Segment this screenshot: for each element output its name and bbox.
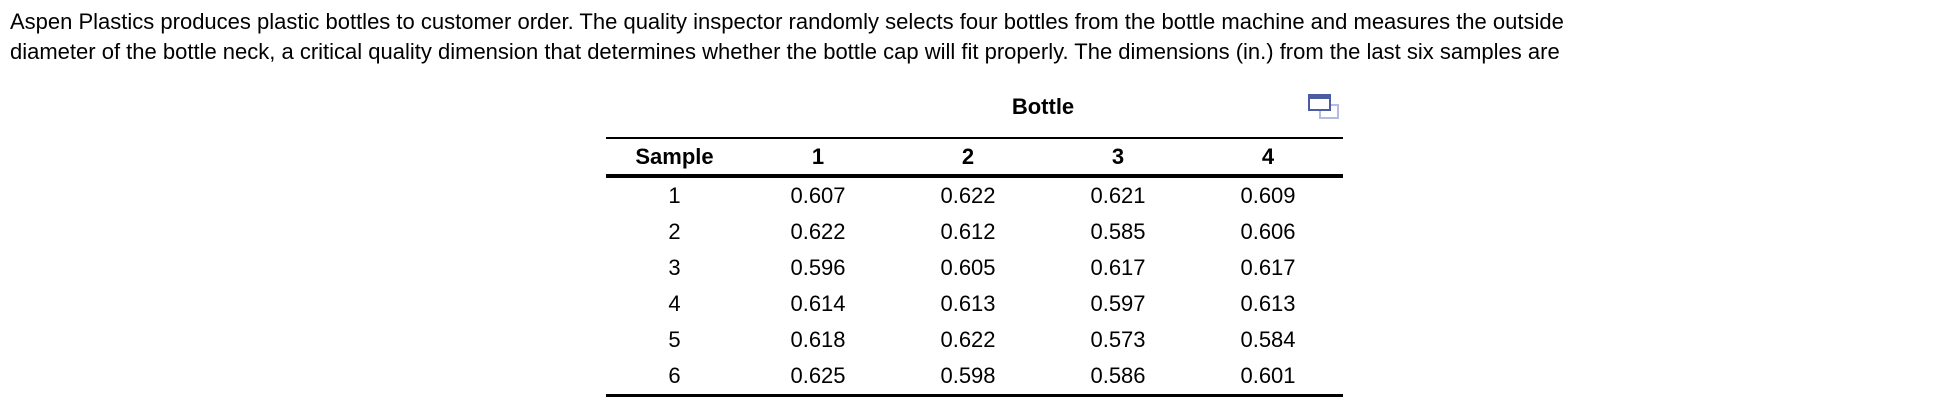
table-cell: 0.596	[790, 255, 846, 280]
group-header-row: Bottle	[606, 85, 1344, 139]
group-header-spacer	[606, 85, 743, 139]
table-cell: 0.613	[940, 291, 996, 316]
table-cell: 0.622	[940, 183, 996, 208]
table-row: 1 0.607 0.622 0.621 0.609	[606, 176, 1343, 214]
table-cell: 0.601	[1193, 358, 1344, 397]
column-header-bottle-1: 1	[743, 138, 893, 178]
table-cell: 0.613	[1240, 291, 1296, 316]
table-cell: 0.618	[790, 327, 846, 352]
sample-number-cell: 5	[668, 327, 681, 352]
sample-number-cell: 1	[668, 183, 681, 208]
column-header-bottle-4: 4	[1193, 138, 1344, 178]
problem-statement: Aspen Plastics produces plastic bottles …	[10, 7, 1920, 67]
table-cell: 0.585	[1090, 219, 1146, 244]
sample-number-cell: 6	[606, 358, 743, 397]
table-cell: 0.609	[1240, 183, 1296, 208]
table-cell: 0.573	[1090, 327, 1146, 352]
table-cell: 0.622	[790, 219, 846, 244]
table-cell: 0.617	[1090, 255, 1146, 280]
table-cell: 0.612	[940, 219, 996, 244]
table-cell: 0.607	[790, 183, 846, 208]
table-cell: 0.586	[1043, 358, 1193, 397]
table-row: 5 0.618 0.622 0.573 0.584	[606, 322, 1343, 358]
column-header-bottle-2: 2	[893, 138, 1043, 178]
problem-line-1: Aspen Plastics produces plastic bottles …	[10, 9, 1564, 34]
column-header-bottle-3: 3	[1043, 138, 1193, 178]
table-cell: 0.622	[940, 327, 996, 352]
table-cell: 0.606	[1240, 219, 1296, 244]
sample-number-cell: 4	[668, 291, 681, 316]
table-cell: 0.597	[1090, 291, 1146, 316]
copy-table-icon-front-rect	[1308, 94, 1331, 111]
table-cell: 0.625	[743, 358, 893, 397]
table-row: 2 0.622 0.612 0.585 0.606	[606, 214, 1343, 250]
column-header-row: Sample 1 2 3 4	[606, 138, 1344, 178]
group-header-bottle: Bottle	[743, 85, 1344, 139]
table-row: 3 0.596 0.605 0.617 0.617	[606, 250, 1343, 286]
table-cell: 0.605	[940, 255, 996, 280]
copy-table-icon[interactable]	[1308, 94, 1343, 124]
table-row: 4 0.614 0.613 0.597 0.613	[606, 286, 1343, 322]
table-cell: 0.598	[893, 358, 1043, 397]
table-cell: 0.621	[1090, 183, 1146, 208]
table-cell: 0.584	[1240, 327, 1296, 352]
table-cell: 0.614	[790, 291, 846, 316]
sample-data-table-container: Bottle Sample 1 2 3 4 1 0.607 0.622 0.62…	[606, 85, 1344, 397]
sample-data-table: Bottle Sample 1 2 3 4 1 0.607 0.622 0.62…	[606, 85, 1344, 397]
column-header-sample: Sample	[606, 138, 743, 178]
problem-line-2: diameter of the bottle neck, a critical …	[10, 39, 1560, 64]
table-row: 6 0.625 0.598 0.586 0.601	[606, 358, 1344, 397]
table-cell: 0.617	[1240, 255, 1296, 280]
sample-number-cell: 2	[668, 219, 681, 244]
sample-number-cell: 3	[668, 255, 681, 280]
